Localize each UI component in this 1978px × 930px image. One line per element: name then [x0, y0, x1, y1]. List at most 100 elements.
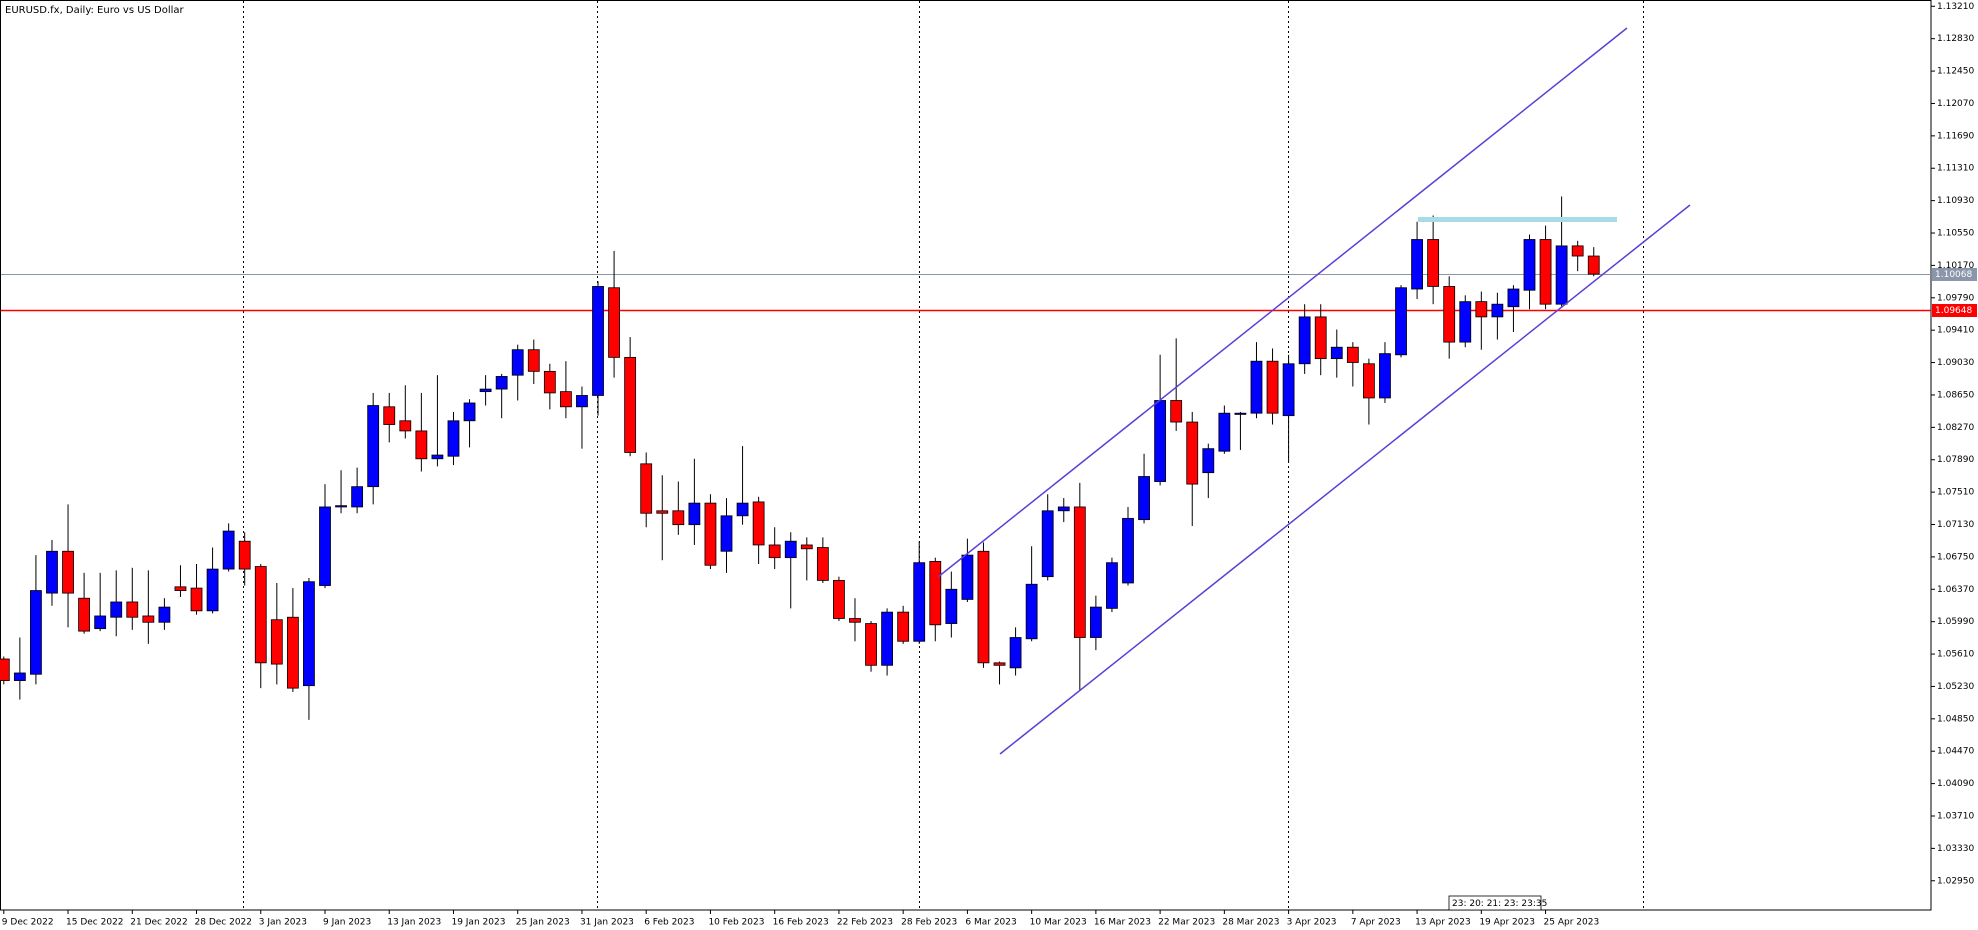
- y-tick-label: 1.10930: [1937, 196, 1974, 206]
- candle-body: [142, 615, 155, 623]
- y-tick-label: 1.04470: [1937, 747, 1974, 757]
- candle-body: [1539, 239, 1552, 305]
- x-tick-label: 25 Jan 2023: [516, 918, 570, 928]
- candle-body: [1009, 637, 1022, 669]
- candle-body: [1330, 346, 1343, 360]
- y-tick-label: 1.08650: [1937, 390, 1974, 400]
- candle-body: [1314, 316, 1327, 360]
- x-tick-label: 3 Jan 2023: [259, 918, 307, 928]
- y-tick-label: 1.13210: [1937, 2, 1974, 12]
- x-tick-label: 22 Feb 2023: [837, 918, 893, 928]
- candle-body: [784, 540, 797, 559]
- y-tick-label: 1.03710: [1937, 811, 1974, 821]
- candle-body: [1427, 239, 1440, 287]
- candle-body: [897, 611, 910, 642]
- x-tick-label: 13 Jan 2023: [387, 918, 441, 928]
- candle-body: [592, 286, 604, 396]
- candle-body: [1073, 506, 1086, 638]
- candle-body: [238, 540, 251, 570]
- price-label-box: [1932, 304, 1977, 317]
- candle-body: [1507, 288, 1520, 308]
- y-tick-label: 1.07890: [1937, 455, 1974, 465]
- plot-frame: [0, 0, 1932, 911]
- x-tick-label: 28 Mar 2023: [1222, 918, 1279, 928]
- candle-body: [1041, 510, 1054, 578]
- candle-body: [865, 623, 877, 666]
- candle-body: [30, 590, 42, 675]
- y-tick-label: 1.05230: [1937, 682, 1974, 692]
- candle-body: [977, 550, 990, 664]
- y-tick-label: 1.10550: [1937, 229, 1974, 239]
- candle-body: [62, 550, 74, 594]
- channel-lower: [999, 204, 1691, 755]
- x-tick-label: 6 Feb 2023: [644, 918, 694, 928]
- y-tick-label: 1.03330: [1937, 844, 1974, 854]
- candle-body: [1587, 255, 1600, 275]
- candle-body: [1395, 287, 1407, 356]
- y-tick-label: 1.10170: [1937, 261, 1974, 271]
- candle-body: [656, 510, 669, 514]
- y-tick-label: 1.09790: [1937, 293, 1974, 303]
- candle-body: [1234, 412, 1247, 415]
- candle-body: [624, 356, 637, 453]
- y-tick-label: 1.08270: [1937, 423, 1974, 433]
- candle-body: [415, 430, 428, 460]
- candle-body: [1571, 245, 1584, 257]
- y-tick-label: 1.11310: [1937, 164, 1974, 174]
- y-tick-label: 1.12450: [1937, 67, 1974, 77]
- channel: [937, 27, 1691, 755]
- candle-body: [1025, 583, 1038, 640]
- y-tick-label: 1.06370: [1937, 585, 1974, 595]
- candle-body: [672, 510, 685, 526]
- x-tick-label: 9 Dec 2022: [2, 918, 54, 928]
- candle-body: [816, 547, 829, 581]
- candle-body: [640, 463, 653, 514]
- candle-body: [1250, 360, 1263, 414]
- candle-body: [1411, 239, 1423, 290]
- candle-body: [399, 420, 412, 432]
- candle-body: [527, 349, 540, 372]
- y-tick-label: 1.12070: [1937, 99, 1974, 109]
- candle-body: [1555, 245, 1568, 305]
- candle-body: [254, 566, 267, 664]
- candle-body: [447, 420, 460, 457]
- x-tick-label: 22 Mar 2023: [1158, 918, 1215, 928]
- y-tick-label: 1.09410: [1937, 326, 1974, 336]
- candle-body: [78, 597, 90, 632]
- candle-body: [206, 568, 219, 612]
- candle-body: [270, 619, 283, 665]
- candle-body: [319, 506, 331, 586]
- y-tick-label: 1.07130: [1937, 520, 1974, 530]
- candle-body: [383, 406, 396, 425]
- chart-title: EURUSD.fx, Daily: Euro vs US Dollar: [5, 5, 185, 16]
- candle-body: [351, 486, 364, 508]
- candle-body: [0, 658, 10, 681]
- x-tick-label: 10 Mar 2023: [1030, 918, 1087, 928]
- x-tick-label: 28 Feb 2023: [901, 918, 957, 928]
- x-tick-label: 25 Apr 2023: [1544, 918, 1600, 928]
- candle-body: [511, 349, 524, 376]
- candle-body: [126, 601, 139, 618]
- candle-body: [1379, 353, 1391, 399]
- candle-body: [608, 287, 620, 358]
- candle-body: [1202, 448, 1215, 474]
- candle-body: [881, 611, 893, 666]
- candle-body: [174, 586, 187, 591]
- x-tick-label: 16 Feb 2023: [773, 918, 829, 928]
- x-tick-label: 19 Jan 2023: [451, 918, 505, 928]
- x-tick-label: 3 Apr 2023: [1287, 918, 1337, 928]
- x-tick-label: 7 Apr 2023: [1351, 918, 1401, 928]
- candle-body: [1475, 301, 1488, 318]
- x-tick-label: 10 Feb 2023: [708, 918, 764, 928]
- candle-body: [961, 554, 974, 600]
- y-tick-label: 1.11690: [1937, 131, 1974, 141]
- candles: [0, 196, 1600, 720]
- candle-body: [768, 544, 781, 559]
- overlay-box: [1448, 895, 1542, 911]
- candle-body: [1138, 476, 1150, 521]
- candle-body: [945, 588, 958, 624]
- x-tick-label: 15 Dec 2022: [66, 918, 124, 928]
